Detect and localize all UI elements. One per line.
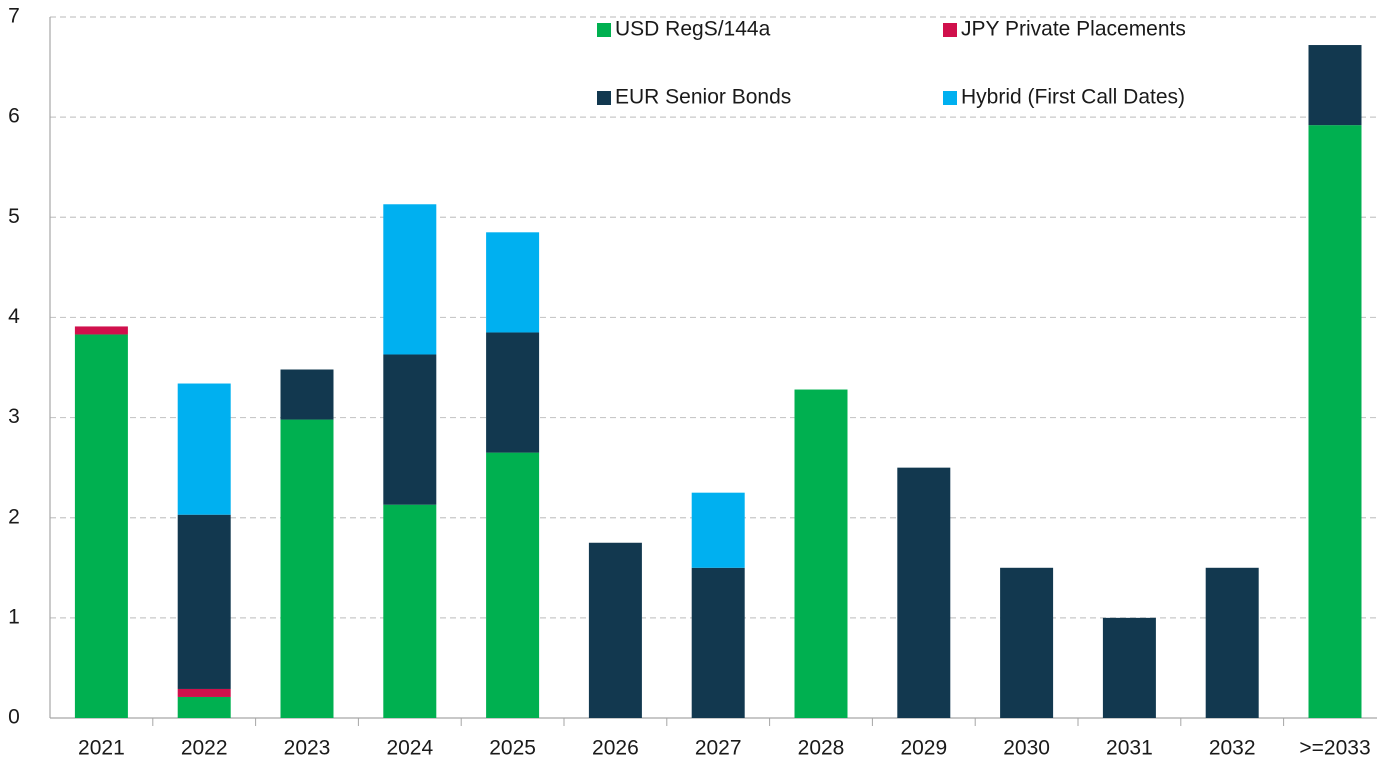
bar-segment [383,354,437,505]
x-tick-label: 2026 [592,737,639,760]
bar-segment [486,332,540,453]
legend-label: JPY Private Placements [961,18,1186,41]
x-tick-label: 2021 [78,737,125,760]
legend-swatch [943,23,957,37]
bar-segment [1205,567,1259,718]
bar-segment [1000,567,1054,718]
y-tick-label: 3 [8,405,20,428]
legend-swatch [943,91,957,105]
bar-segment [691,492,745,568]
bar-segment [1308,45,1362,126]
x-tick-label: 2029 [900,737,947,760]
bar-segment [1102,617,1156,718]
bar-segment [280,419,334,718]
x-tick-label: 2030 [1003,737,1050,760]
bar-segment [280,369,334,420]
legend-label: EUR Senior Bonds [615,86,791,109]
bar-segment [177,696,231,718]
y-tick-label: 6 [8,105,20,128]
y-tick-label: 2 [8,505,20,528]
bar-segment [74,334,128,718]
x-tick-label: >=2033 [1299,737,1370,760]
bar-segment [177,383,231,515]
bar-segment [897,467,951,718]
y-tick-label: 5 [8,205,20,228]
legend-label: Hybrid (First Call Dates) [961,86,1185,109]
bar-segment [177,688,231,697]
y-tick-label: 4 [8,305,20,328]
bar-segment [794,389,848,718]
x-tick-label: 2031 [1106,737,1153,760]
bar-segment [383,204,437,355]
x-tick-label: 2023 [284,737,331,760]
x-tick-label: 2027 [695,737,742,760]
x-tick-label: 2024 [386,737,433,760]
x-tick-label: 2025 [489,737,536,760]
bar-segment [588,542,642,718]
legend-label: USD RegS/144a [615,18,771,41]
y-tick-label: 0 [8,706,20,729]
y-tick-label: 1 [8,605,20,628]
y-tick-label: 7 [8,5,20,28]
bar-segment [691,567,745,718]
legend-swatch [597,23,611,37]
x-tick-label: 2022 [181,737,228,760]
bar-segment [177,514,231,689]
bar-segment [486,232,540,333]
x-tick-label: 2028 [798,737,845,760]
bar-segment [74,326,128,335]
legend-swatch [597,91,611,105]
bar-segment [486,452,540,718]
x-tick-label: 2032 [1209,737,1256,760]
bar-segment [1308,125,1362,718]
bar-segment [383,504,437,718]
